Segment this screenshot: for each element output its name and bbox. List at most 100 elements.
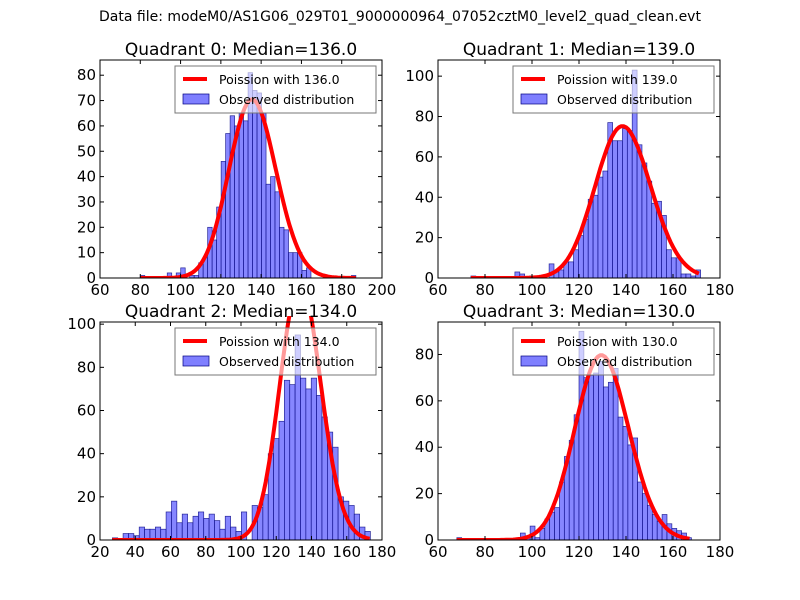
y-tick-label: 20 (77, 488, 96, 506)
x-tick-label: 200 (368, 281, 397, 299)
legend-poisson-label: Poission with 139.0 (557, 72, 678, 87)
x-tick-label: 140 (247, 281, 276, 299)
x-tick-label: 160 (659, 281, 688, 299)
histogram-bar (288, 252, 294, 279)
histogram-bar (666, 249, 672, 279)
histogram-bar (597, 176, 604, 279)
histogram-bar (617, 416, 624, 541)
legend-observed-label: Observed distribution (219, 354, 354, 369)
quadrant-3-axes: 60 80 100 120 140 160 180 0 20 40 60 80 Quadrant 3: … (415, 302, 734, 561)
x-tick-label: 140 (297, 543, 326, 561)
histogram-bar (626, 130, 633, 279)
y-tick-label: 60 (415, 392, 434, 410)
histogram-bar (292, 252, 298, 279)
x-tick-label: 120 (565, 281, 594, 299)
legend: Poission with 130.0 Observed distribution (512, 327, 715, 376)
quadrant-2-axes: 20 40 60 80 100 120 140 160 180020406080100Quadr… (67, 302, 397, 561)
y-tick-label: 0 (86, 531, 96, 549)
y-tick-label: 20 (415, 485, 434, 503)
x-tick-label: 80 (475, 281, 494, 299)
histogram-bar (651, 202, 657, 279)
legend-observed-swatch (520, 93, 548, 105)
x-tick-label: 80 (131, 281, 150, 299)
histogram-bar (558, 269, 565, 279)
histogram-bar (554, 507, 560, 541)
histogram-bar (284, 379, 291, 541)
legend-observed-label: Observed distribution (557, 92, 692, 107)
histogram-bar (261, 112, 267, 279)
histogram-bar (224, 515, 231, 541)
legend-box (174, 327, 377, 376)
x-tick-label: 160 (332, 543, 361, 561)
x-tick-label: 120 (262, 543, 291, 561)
histogram-bar (642, 493, 648, 541)
histogram-bar (270, 176, 276, 279)
histogram-bar (192, 515, 199, 541)
y-tick-label: 60 (77, 401, 96, 419)
histogram-bar (573, 249, 579, 279)
y-tick-label: 80 (415, 345, 434, 363)
x-tick-label: 160 (287, 281, 316, 299)
histogram-bar (578, 235, 584, 279)
histogram-bar (197, 511, 205, 541)
histogram-bar (300, 377, 307, 541)
x-tick-label: 100 (518, 543, 547, 561)
histogram-bar (593, 372, 599, 541)
quadrant-title: Quadrant 2: Median=134.0 (125, 302, 357, 322)
histogram-bar (583, 377, 590, 541)
quadrant-title: Quadrant 3: Median=130.0 (463, 302, 695, 322)
x-tick-label: 40 (126, 543, 145, 561)
histogram-bar (225, 133, 231, 279)
histogram-bar (568, 261, 574, 279)
histogram-bar (203, 518, 210, 541)
y-tick-label: 50 (77, 142, 96, 160)
histogram-bar (278, 420, 285, 541)
y-tick-label: 80 (77, 66, 96, 84)
legend-box (512, 65, 715, 114)
histogram-bar (181, 513, 188, 541)
histogram-bar (214, 520, 221, 541)
legend: Poission with 139.0 Observed distribution (512, 65, 715, 114)
x-tick-label: 60 (428, 543, 447, 561)
x-tick-label: 180 (368, 543, 397, 561)
poisson-curve (470, 124, 700, 278)
y-tick-label: 40 (77, 445, 96, 463)
legend-observed-label: Observed distribution (557, 354, 692, 369)
histogram-bar (165, 511, 172, 541)
x-tick-label: 80 (475, 543, 494, 561)
histogram-bar (252, 90, 258, 279)
legend-poisson-label: Poission with 134.0 (219, 334, 340, 349)
legend: Poission with 134.0 Observed distribution (174, 327, 377, 376)
x-tick-label: 100 (166, 281, 195, 299)
histogram-bar (636, 144, 643, 279)
histogram-bar (592, 194, 599, 279)
histogram-bar (243, 120, 249, 279)
x-tick-label: 140 (612, 543, 641, 561)
x-tick-label: 60 (90, 281, 109, 299)
histogram-bar (274, 191, 280, 279)
quadrant-1-axes: 60 80 100 120 140 160 180 0 20 40 60 80 100 Quadrant … (405, 40, 734, 299)
y-tick-label: 0 (424, 531, 434, 549)
histogram-bar (637, 481, 643, 541)
x-tick-label: 120 (207, 281, 236, 299)
y-tick-label: 40 (77, 168, 96, 186)
histogram-bar (279, 226, 285, 279)
histogram-bar (208, 513, 215, 541)
legend-poisson-label: Poission with 130.0 (557, 334, 678, 349)
histogram-bar (646, 180, 653, 279)
y-tick-label: 40 (415, 438, 434, 456)
legend-box (174, 65, 377, 114)
histogram-bar (187, 522, 194, 541)
y-tick-label: 70 (77, 92, 96, 110)
y-tick-label: 20 (77, 218, 96, 236)
y-tick-label: 60 (415, 148, 434, 166)
histogram-bar (612, 368, 619, 541)
histogram-bar (283, 229, 289, 279)
y-tick-label: 100 (67, 315, 96, 333)
y-tick-label: 80 (77, 358, 96, 376)
x-tick-label: 180 (706, 281, 735, 299)
histogram-bar (622, 128, 628, 279)
histogram-bar (289, 384, 296, 541)
y-tick-label: 30 (77, 193, 96, 211)
